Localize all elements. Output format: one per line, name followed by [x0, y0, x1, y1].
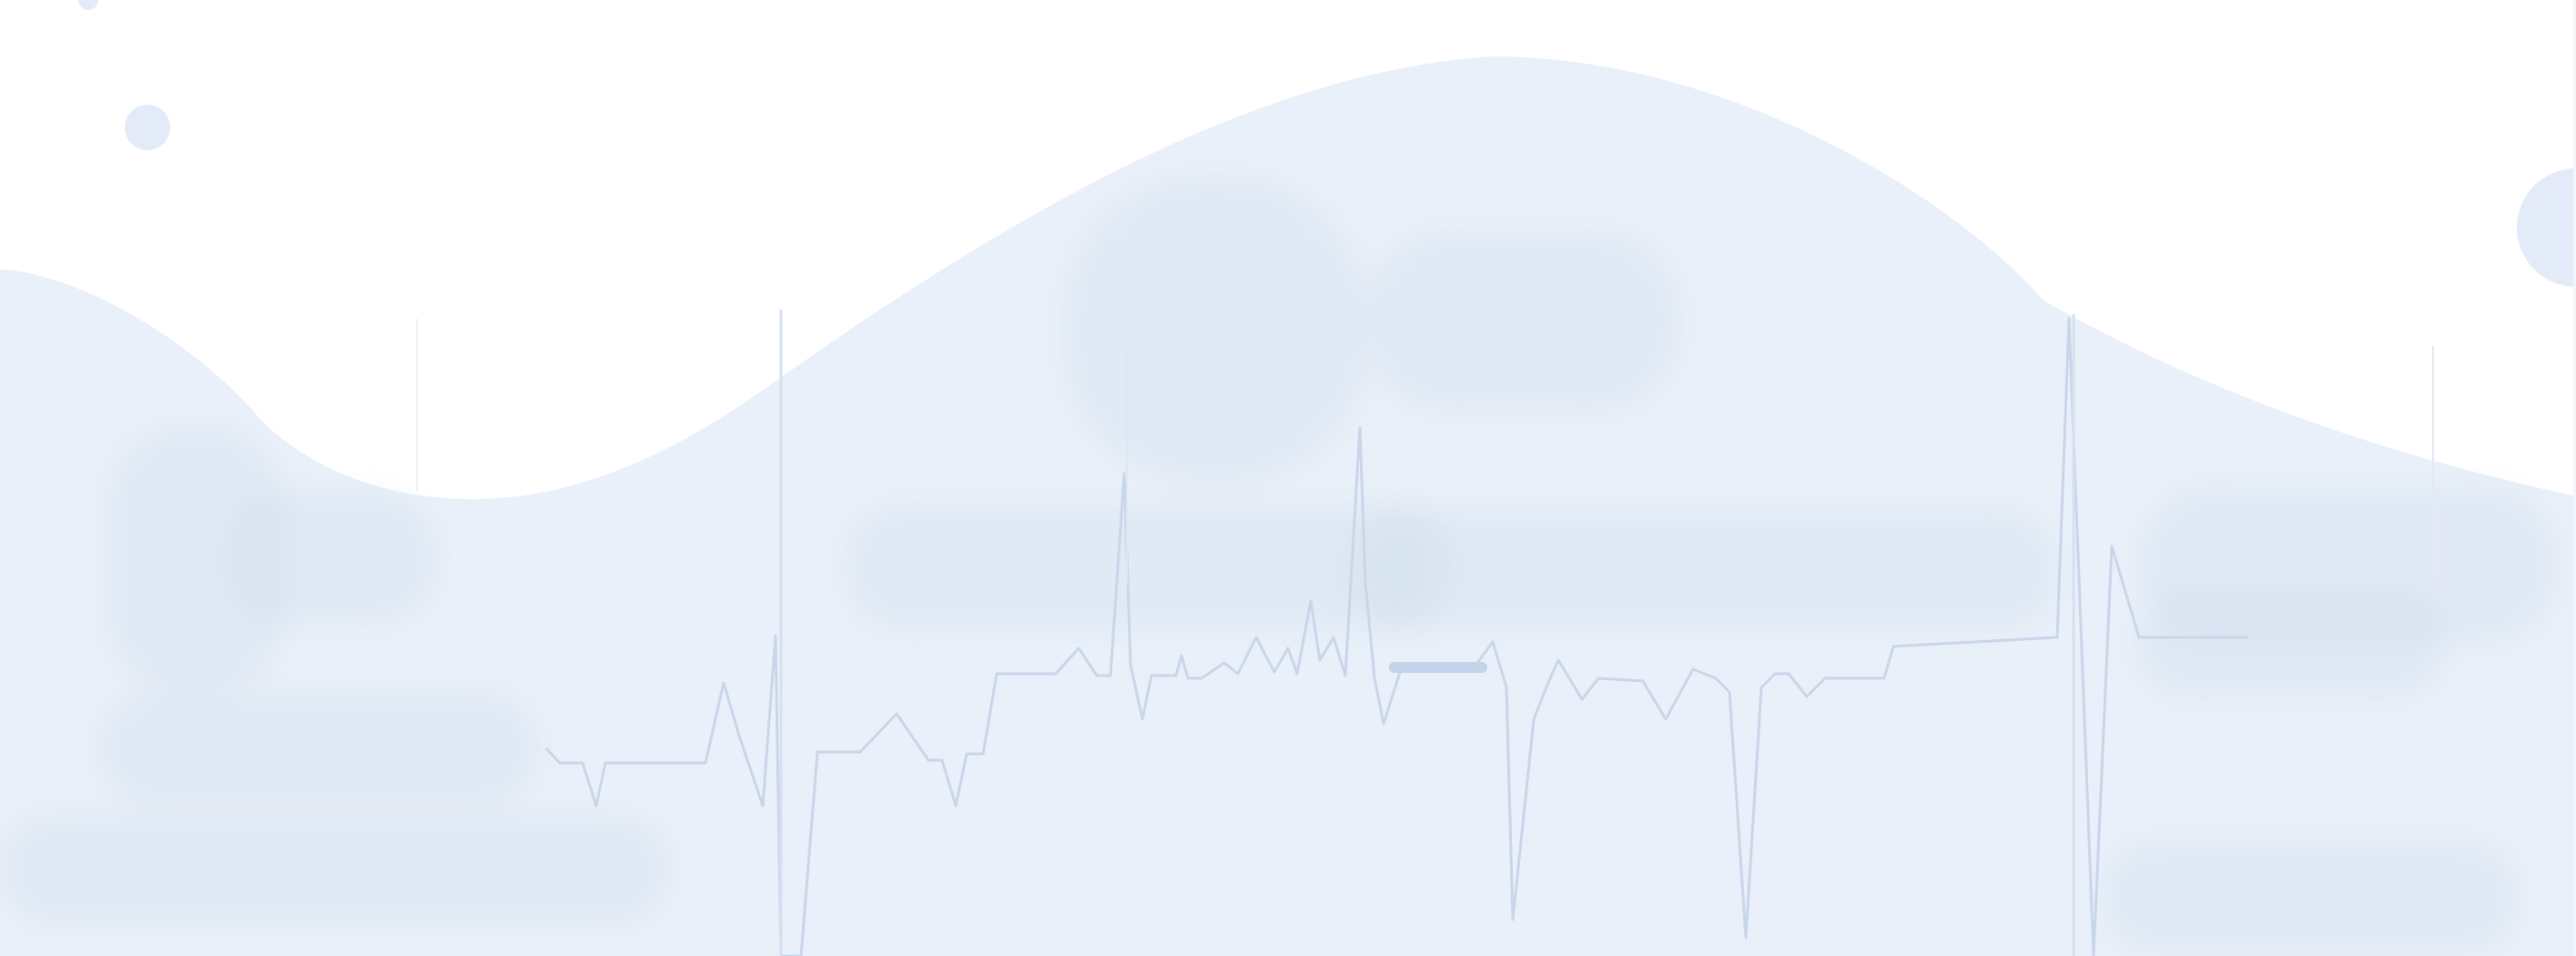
- blurred-placeholder: [1347, 510, 2057, 628]
- blurred-placeholder: [109, 428, 282, 692]
- blurred-placeholder: [847, 505, 1447, 628]
- blurred-placeholder: [2135, 592, 2444, 697]
- blurred-placeholder: [2103, 842, 2517, 951]
- blurred-placeholder: [0, 815, 669, 924]
- decorative-dot: [2517, 168, 2576, 287]
- blurred-placeholder: [228, 492, 437, 624]
- blurred-placeholder: [2139, 487, 2558, 642]
- background-wave: [0, 56, 2576, 956]
- decorative-dot: [125, 105, 170, 150]
- blurred-placeholder: [100, 692, 537, 806]
- decorative-dot: [78, 0, 98, 10]
- edge-strip: [2573, 0, 2576, 956]
- heartbeat-line: [544, 317, 2248, 956]
- blurred-placeholder: [1065, 178, 1365, 483]
- blurred-placeholder: [1365, 232, 1679, 410]
